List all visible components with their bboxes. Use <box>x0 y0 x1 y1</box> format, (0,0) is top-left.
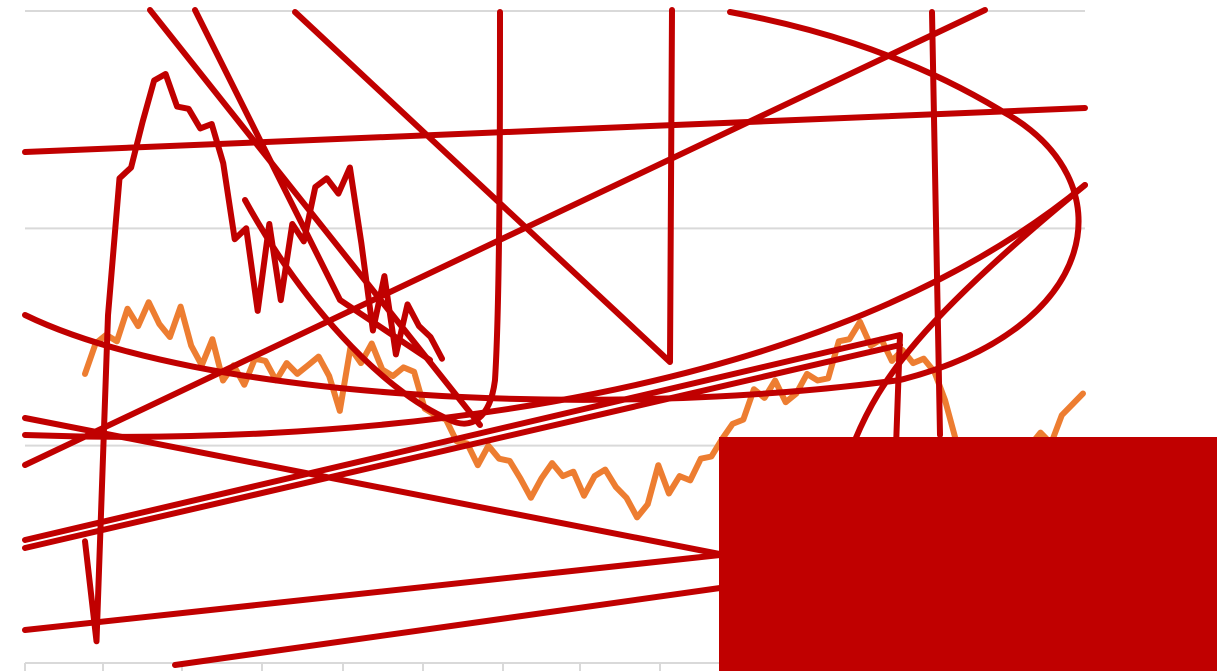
scribble-stroke <box>22 105 1088 155</box>
scribble-stroke <box>22 7 988 468</box>
scribble-stroke <box>172 585 723 668</box>
scribble-stroke <box>22 332 903 543</box>
series-lines <box>82 71 1086 645</box>
scribble-stroke <box>242 9 503 427</box>
scribble-stroke <box>192 7 433 363</box>
scribble-stroke <box>22 342 903 551</box>
red-scribble-marks <box>22 7 1088 668</box>
scribble-stroke <box>929 9 943 438</box>
scribble-stroke <box>22 182 1088 440</box>
redaction-block <box>719 437 1217 671</box>
series-line-orange <box>82 299 1086 521</box>
scribble-stroke <box>22 552 723 633</box>
scribble-stroke <box>22 415 743 561</box>
scribble-stroke <box>22 9 1082 403</box>
scribble-stroke <box>292 7 675 365</box>
series-line-dark-red <box>82 71 445 645</box>
scribble-stroke <box>852 182 1088 443</box>
